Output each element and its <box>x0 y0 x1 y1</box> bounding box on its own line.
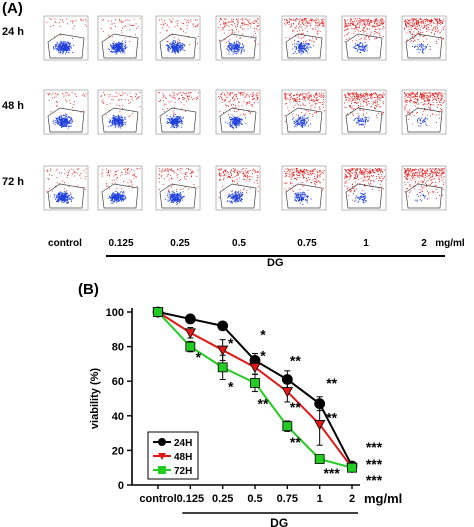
x-tick-label: control <box>139 493 176 505</box>
conc-label-025: 0.25 <box>170 238 190 249</box>
legend-item-72H: 72H <box>153 466 192 477</box>
significance-marker: * <box>196 349 202 365</box>
flow-plot <box>38 12 90 66</box>
dg-label-a: DG <box>267 257 284 269</box>
legend-label: 48H <box>174 452 192 463</box>
flow-plot <box>92 86 144 140</box>
flow-plot <box>150 86 202 140</box>
data-point <box>347 462 357 473</box>
conc-label-1: 1 <box>363 238 369 249</box>
conc-label-control: control <box>48 238 82 249</box>
flow-plot <box>150 162 202 216</box>
conc-label-2: 2 <box>421 238 427 249</box>
legend-item-24H: 24H <box>153 438 192 449</box>
flow-plot <box>210 86 262 140</box>
x-tick-label: 0.5 <box>247 493 262 505</box>
x-tick-label: 0.25 <box>212 493 233 505</box>
data-point <box>184 313 196 325</box>
viability-chart: 0 20 40 60 80 100 viability (%) control 0.125 0.2… <box>89 306 402 527</box>
data-point <box>184 328 197 339</box>
significance-marker: * <box>228 335 234 351</box>
data-point <box>216 345 229 356</box>
data-point <box>250 378 260 388</box>
flow-plot <box>38 162 90 216</box>
row-label-72h: 72 h <box>2 176 25 188</box>
flow-plot <box>336 12 388 66</box>
x-tick-label: 0.75 <box>277 493 298 505</box>
data-point <box>217 362 228 373</box>
y-tick-label: 20 <box>112 445 124 457</box>
y-tick-label: 80 <box>112 342 124 354</box>
flow-plot <box>38 86 90 140</box>
data-point <box>314 454 325 464</box>
significance-marker: * <box>260 326 266 342</box>
flow-plot <box>92 12 144 66</box>
flow-plot <box>336 86 388 140</box>
significance-marker: ** <box>326 375 337 391</box>
data-point <box>313 420 326 431</box>
significance-marker: *** <box>366 439 383 455</box>
x-tick-label: 0.125 <box>177 493 205 505</box>
flow-plot <box>396 162 448 216</box>
flow-plot <box>150 12 202 66</box>
flow-plot <box>396 86 448 140</box>
significance-marker: * <box>260 347 266 363</box>
significance-marker: ** <box>290 399 301 415</box>
x-unit-label: mg/ml <box>364 491 402 506</box>
conc-unit-label: mg/ml <box>435 238 465 249</box>
legend-marker <box>158 453 166 460</box>
data-point <box>282 421 293 432</box>
y-tick-label: 100 <box>106 307 124 319</box>
flow-plot <box>276 162 328 216</box>
data-point <box>217 320 229 332</box>
panel-a-label: (A) <box>2 0 23 17</box>
dg-label-b: DG <box>270 516 288 527</box>
data-point <box>281 387 294 398</box>
significance-marker: *** <box>323 465 340 481</box>
panel-b-label: (B) <box>78 281 99 298</box>
y-tick-label: 40 <box>112 411 124 423</box>
data-point <box>153 307 163 317</box>
dg-underline-a <box>106 255 445 257</box>
flow-plot <box>276 12 328 66</box>
flow-plot <box>276 86 328 140</box>
significance-marker: * <box>228 378 234 394</box>
legend-label: 72H <box>174 466 192 477</box>
data-point <box>185 341 196 352</box>
legend-marker <box>158 438 166 446</box>
row-label-48h: 48 h <box>2 100 25 112</box>
x-tick-label: 1 <box>317 493 323 505</box>
flow-plot <box>210 162 262 216</box>
legend-item-48H: 48H <box>153 452 192 463</box>
flow-plot <box>336 162 388 216</box>
flow-plot <box>396 12 448 66</box>
conc-label-0125: 0.125 <box>108 238 134 249</box>
legend-marker <box>158 466 166 474</box>
y-tick-label: 0 <box>118 480 124 492</box>
data-point <box>249 362 261 374</box>
conc-label-05: 0.5 <box>232 238 246 249</box>
row-label-24h: 24 h <box>2 26 25 38</box>
flow-plot <box>210 12 262 66</box>
significance-marker: ** <box>290 352 301 368</box>
significance-marker: ** <box>258 396 269 412</box>
significance-marker: ** <box>290 434 301 450</box>
significance-marker: *** <box>366 472 383 488</box>
y-tick-label: 60 <box>112 376 124 388</box>
significance-marker: ** <box>326 410 337 426</box>
conc-label-075: 0.75 <box>297 238 317 249</box>
y-axis-label: viability (%) <box>89 368 101 429</box>
legend-label: 24H <box>174 438 192 449</box>
flow-plot <box>92 162 144 216</box>
significance-marker: *** <box>366 456 383 472</box>
series-72H <box>153 307 357 473</box>
x-tick-label: 2 <box>349 493 355 505</box>
